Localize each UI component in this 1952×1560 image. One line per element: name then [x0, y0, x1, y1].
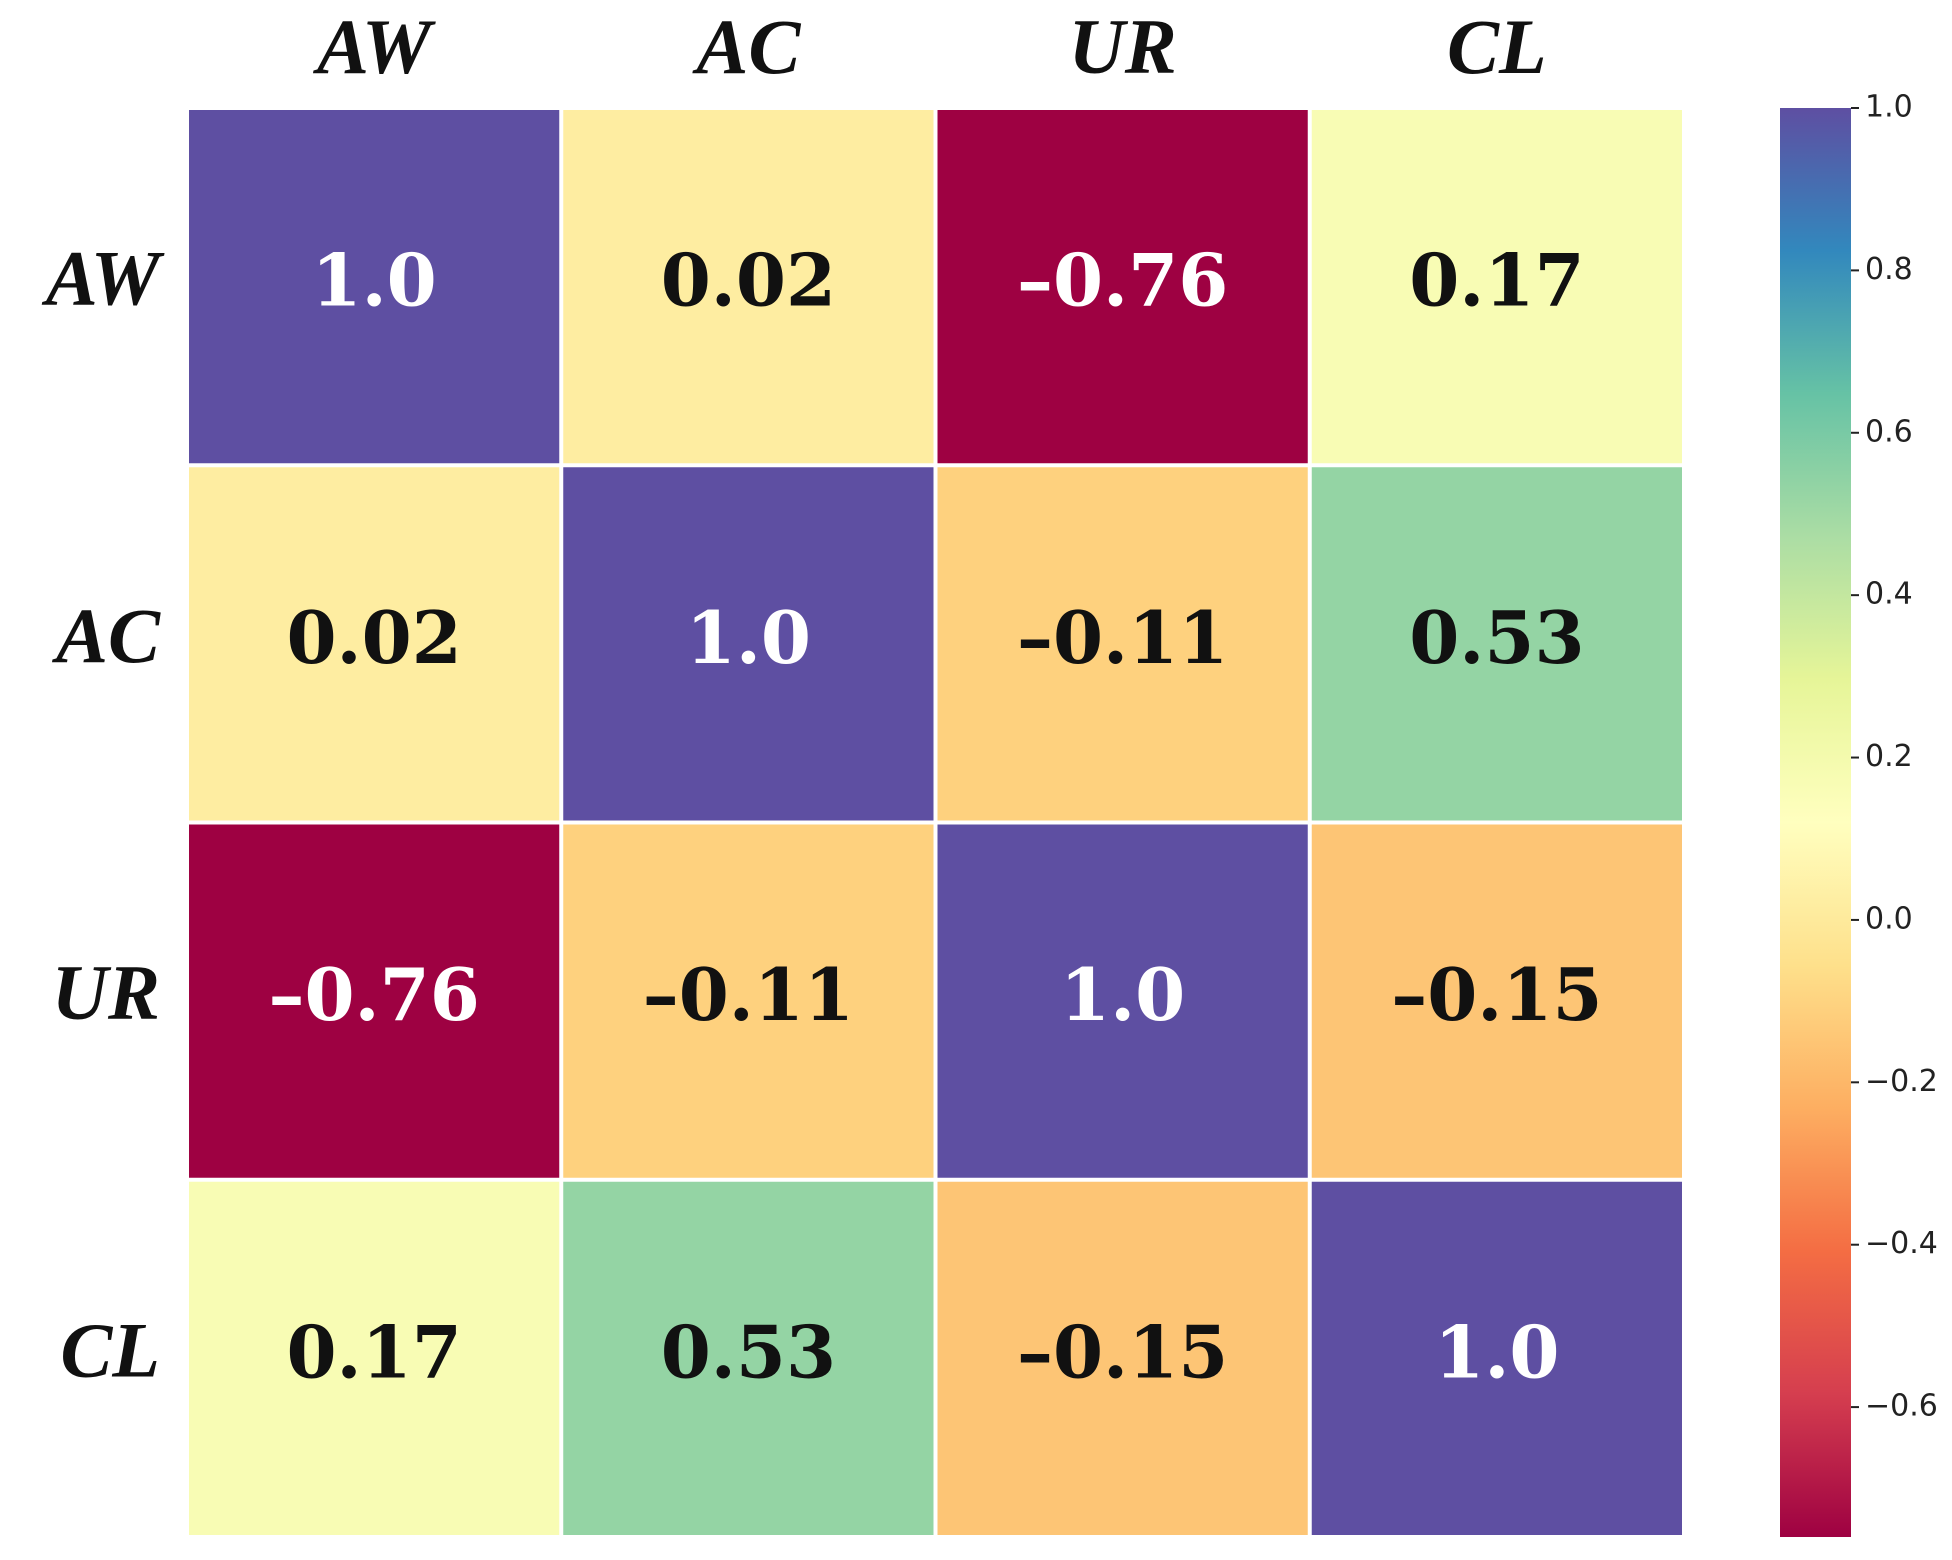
cell-label: 0.17	[1409, 238, 1584, 323]
cell	[1311, 824, 1682, 1178]
cell-label: 0.17	[286, 1309, 461, 1394]
y-tick-label: AW	[41, 235, 165, 322]
cell-label: 0.02	[661, 238, 836, 323]
cell	[189, 467, 560, 821]
cell	[937, 824, 1308, 1178]
cell	[1311, 467, 1682, 821]
colorbar-tick-label: −0.6	[1865, 1389, 1938, 1424]
cell-label: 1.0	[686, 595, 811, 680]
x-tick-label: CL	[1447, 3, 1547, 90]
colorbar-tick-label: 0.0	[1865, 901, 1913, 936]
cell	[1311, 110, 1682, 464]
y-tick-label: AC	[51, 592, 161, 679]
cell	[189, 824, 560, 1178]
cell	[563, 824, 934, 1178]
cell-label: 0.02	[286, 595, 461, 680]
cell-label: –0.11	[643, 952, 854, 1037]
colorbar-tick-label: 0.2	[1865, 739, 1913, 774]
cell	[189, 1181, 560, 1535]
y-tick-label: CL	[60, 1306, 160, 1393]
cell	[937, 467, 1308, 821]
cell-label: 1.0	[1434, 1309, 1559, 1394]
cell	[1311, 1181, 1682, 1535]
cell-label: –0.76	[1017, 238, 1228, 323]
cell-label: 0.53	[1409, 595, 1584, 680]
colorbar-tick-label: −0.4	[1865, 1226, 1938, 1261]
colorbar-tick-label: 0.4	[1865, 577, 1913, 612]
cell	[563, 1181, 934, 1535]
colorbar-tick-label: 1.0	[1865, 90, 1913, 125]
cell-label: 1.0	[311, 238, 436, 323]
cell-label: –0.15	[1391, 952, 1602, 1037]
cell-label: 1.0	[1060, 952, 1185, 1037]
cell-label: –0.11	[1017, 595, 1228, 680]
x-tick-label: UR	[1068, 3, 1176, 90]
y-tick-label: UR	[52, 949, 160, 1036]
x-tick-label: AW	[312, 3, 436, 90]
cell-label: 0.53	[661, 1309, 836, 1394]
colorbar-tick-label: 0.8	[1865, 252, 1913, 287]
x-tick-label: AC	[691, 3, 801, 90]
cell	[937, 110, 1308, 464]
cell-label: –0.15	[1017, 1309, 1228, 1394]
cell-label: –0.76	[268, 952, 479, 1037]
cell	[563, 110, 934, 464]
cell	[937, 1181, 1308, 1535]
colorbar-tick-label: −0.2	[1865, 1064, 1938, 1099]
cell	[189, 110, 560, 464]
colorbar	[1780, 108, 1851, 1537]
cell	[563, 467, 934, 821]
colorbar-tick-label: 0.6	[1865, 414, 1913, 449]
